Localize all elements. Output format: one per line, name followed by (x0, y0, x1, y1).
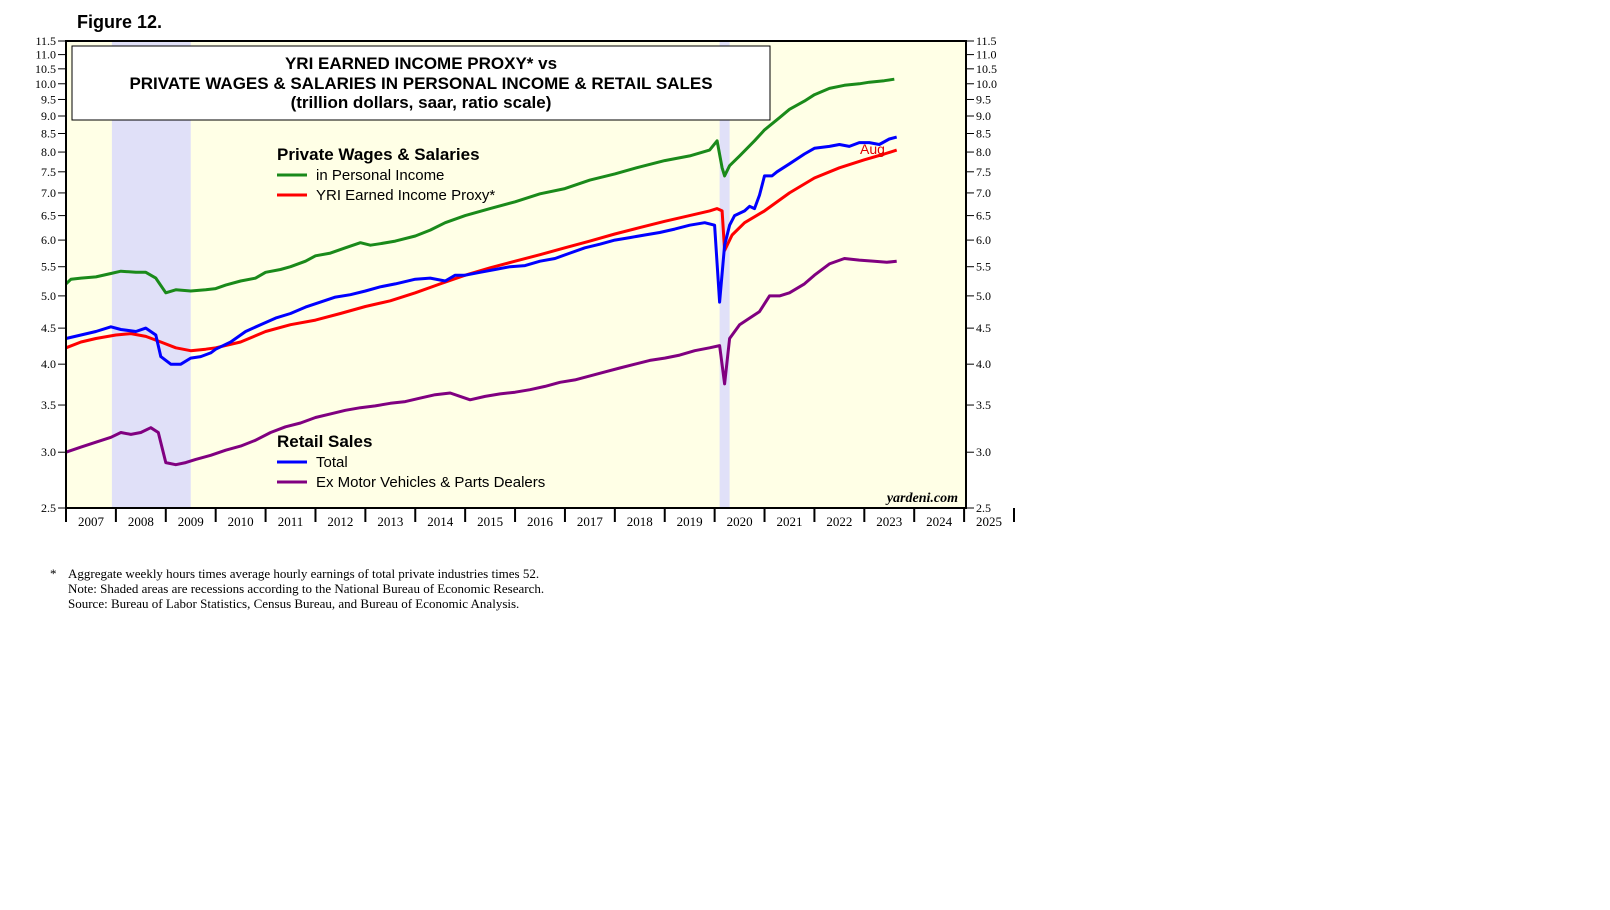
x-tick-label: 2025 (976, 514, 1002, 529)
x-tick-label: 2016 (527, 514, 554, 529)
x-tick-label: 2022 (826, 514, 852, 529)
x-tick-label: 2012 (327, 514, 353, 529)
y-tick-label-left: 6.0 (41, 233, 56, 247)
y-tick-label-right: 4.0 (976, 357, 991, 371)
credit-label: yardeni.com (885, 491, 958, 506)
y-tick-label-left: 9.0 (41, 109, 56, 123)
y-tick-label-right: 4.5 (976, 321, 991, 335)
title-frame (71, 45, 771, 121)
y-tick-label-left: 3.5 (41, 398, 56, 412)
legend: Private Wages & Salaries in Personal Inco… (277, 145, 545, 491)
footnote-line-2: Note: Shaded areas are recessions accord… (68, 581, 545, 596)
y-tick-label-left: 11.5 (35, 34, 56, 48)
x-tick-label: 2008 (128, 514, 154, 529)
y-tick-label-right: 11.5 (976, 34, 997, 48)
x-tick-label: 2007 (78, 514, 105, 529)
chart-title-line-1: YRI EARNED INCOME PROXY* vs (285, 54, 557, 73)
footnote-star: * (50, 566, 57, 581)
y-tick-label-left: 8.5 (41, 127, 56, 141)
y-tick-label-right: 3.0 (976, 445, 991, 459)
chart-title-line-2: PRIVATE WAGES & SALARIES IN PERSONAL INC… (129, 74, 712, 93)
figure-label: Figure 12. (77, 12, 163, 32)
x-tick-label: 2023 (876, 514, 902, 529)
x-tick-label: 2021 (776, 514, 802, 529)
x-tick-label: 2015 (477, 514, 503, 529)
y-tick-label-right: 8.5 (976, 127, 991, 141)
legend-label: YRI Earned Income Proxy* (316, 187, 495, 204)
x-tick-label: 2014 (427, 514, 454, 529)
series-line-2 (65, 148, 898, 353)
y-tick-label-left: 9.5 (41, 92, 56, 106)
y-tick-label-right: 3.5 (976, 398, 991, 412)
footnote-line-3: Source: Bureau of Labor Statistics, Cens… (68, 596, 520, 611)
y-tick-label-right: 10.0 (976, 77, 997, 91)
x-tick-label: 2024 (926, 514, 953, 529)
x-tick-label: 2009 (178, 514, 204, 529)
y-tick-label-left: 10.0 (35, 77, 56, 91)
y-tick-label-right: 7.0 (976, 186, 991, 200)
x-tick-label: 2019 (677, 514, 703, 529)
y-tick-label-right: 6.5 (976, 209, 991, 223)
y-tick-label-right: 10.5 (976, 62, 997, 76)
x-tick-label: 2020 (727, 514, 753, 529)
y-tick-label-left: 7.5 (41, 165, 56, 179)
y-tick-label-right: 8.0 (976, 145, 991, 159)
series-line-4 (65, 257, 897, 467)
y-tick-label-left: 11.0 (35, 48, 56, 62)
recession-band-2 (719, 41, 730, 508)
legend-label: in Personal Income (316, 167, 444, 184)
y-tick-label-left: 6.5 (41, 209, 56, 223)
y-tick-label-right: 6.0 (976, 233, 991, 247)
y-tick-label-left: 5.5 (41, 260, 56, 274)
series-line-3 (65, 135, 898, 366)
y-tick-label-right: 9.0 (976, 109, 991, 123)
y-tick-label-right: 5.5 (976, 260, 991, 274)
axes: 2.5 2.5 3.0 3.0 3.5 3.5 4.0 4.0 4.5 4.5 5.0 5.0 5.5 5… (35, 34, 1015, 529)
legend-label: Ex Motor Vehicles & Parts Dealers (316, 474, 545, 491)
footnotes: * Aggregate weekly hours times average h… (50, 566, 544, 611)
y-tick-label-left: 4.5 (41, 321, 56, 335)
legend-label: Total (316, 454, 348, 471)
y-tick-label-right: 5.0 (976, 289, 991, 303)
x-tick-label: 2010 (228, 514, 254, 529)
footnote-line-1: Aggregate weekly hours times average hou… (68, 566, 540, 581)
y-tick-label-left: 2.5 (41, 501, 56, 515)
series-line-1 (64, 77, 895, 295)
legend-heading-2: Retail Sales (277, 432, 372, 451)
y-tick-label-left: 10.5 (35, 62, 56, 76)
y-tick-label-right: 9.5 (976, 92, 991, 106)
legend-heading-1: Private Wages & Salaries (277, 145, 480, 164)
y-tick-label-right: 11.0 (976, 48, 997, 62)
x-tick-label: 2011 (278, 514, 304, 529)
y-tick-label-left: 3.0 (41, 445, 56, 459)
y-tick-label-right: 7.5 (976, 165, 991, 179)
y-tick-label-right: 2.5 (976, 501, 991, 515)
chart-title-line-3: (trillion dollars, saar, ratio scale) (291, 93, 552, 112)
y-tick-label-left: 4.0 (41, 357, 56, 371)
y-tick-label-left: 7.0 (41, 186, 56, 200)
x-tick-label: 2018 (627, 514, 653, 529)
y-tick-label-left: 5.0 (41, 289, 56, 303)
y-tick-label-left: 8.0 (41, 145, 56, 159)
x-tick-label: 2013 (377, 514, 403, 529)
aug-annotation: Aug (860, 141, 885, 157)
series-layer (64, 77, 898, 467)
x-tick-label: 2017 (577, 514, 604, 529)
